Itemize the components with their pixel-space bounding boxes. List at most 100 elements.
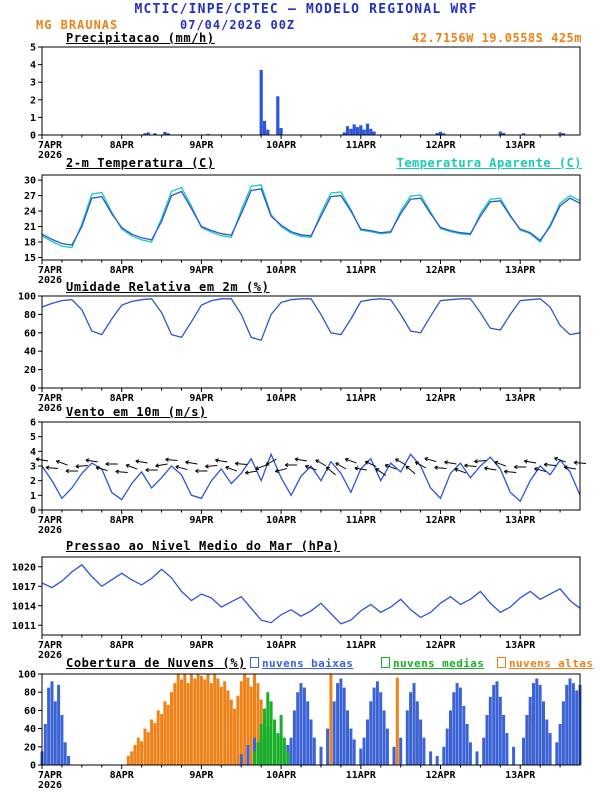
svg-text:9APR: 9APR xyxy=(189,265,214,276)
svg-text:0: 0 xyxy=(30,384,36,395)
legend-high-clouds-label: nuvens altas xyxy=(509,657,594,670)
svg-text:9APR: 9APR xyxy=(189,640,214,651)
svg-text:12APR: 12APR xyxy=(425,770,456,781)
svg-text:13APR: 13APR xyxy=(505,515,536,526)
svg-text:13APR: 13APR xyxy=(505,265,536,276)
svg-text:8APR: 8APR xyxy=(110,140,135,151)
svg-text:2026: 2026 xyxy=(38,150,62,161)
svg-text:9APR: 9APR xyxy=(189,770,214,781)
svg-text:6: 6 xyxy=(30,418,36,429)
svg-text:0: 0 xyxy=(30,506,36,517)
svg-text:2026: 2026 xyxy=(38,275,62,286)
legend-high-clouds: nuvens altas xyxy=(497,657,593,670)
svg-text:2026: 2026 xyxy=(38,403,62,414)
svg-text:1020: 1020 xyxy=(12,562,36,573)
svg-text:13APR: 13APR xyxy=(505,770,536,781)
svg-text:10APR: 10APR xyxy=(266,640,297,651)
svg-text:13APR: 13APR xyxy=(505,140,536,151)
svg-text:8APR: 8APR xyxy=(110,515,135,526)
svg-text:5: 5 xyxy=(30,432,36,443)
svg-text:8APR: 8APR xyxy=(110,770,135,781)
svg-text:4: 4 xyxy=(30,60,36,71)
panel-title-precipitation: Precipitacao (mm/h) xyxy=(66,31,215,45)
run-datetime: 07/04/2026 00Z xyxy=(180,18,296,32)
svg-text:8APR: 8APR xyxy=(110,640,135,651)
svg-text:11APR: 11APR xyxy=(346,515,377,526)
high-clouds-swatch-icon xyxy=(497,657,506,668)
panel-title-temperature: 2-m Temperatura (C) xyxy=(66,156,215,170)
svg-text:8APR: 8APR xyxy=(110,265,135,276)
svg-text:13APR: 13APR xyxy=(505,393,536,404)
svg-text:11APR: 11APR xyxy=(346,265,377,276)
svg-text:0: 0 xyxy=(30,761,36,772)
svg-text:10APR: 10APR xyxy=(266,770,297,781)
svg-text:12APR: 12APR xyxy=(425,640,456,651)
svg-text:11APR: 11APR xyxy=(346,393,377,404)
station-label: MG BRAUNAS xyxy=(36,18,119,32)
svg-text:9APR: 9APR xyxy=(189,393,214,404)
svg-text:15: 15 xyxy=(24,253,36,264)
svg-text:13APR: 13APR xyxy=(505,640,536,651)
panel-title-pressure: Pressao ao Nivel Medio do Mar (hPa) xyxy=(66,539,340,553)
svg-text:0: 0 xyxy=(30,131,36,142)
svg-text:9APR: 9APR xyxy=(189,515,214,526)
low-clouds-swatch-icon xyxy=(250,657,259,668)
svg-text:11APR: 11APR xyxy=(346,770,377,781)
svg-text:21: 21 xyxy=(24,222,36,233)
svg-text:11APR: 11APR xyxy=(346,640,377,651)
svg-text:4: 4 xyxy=(30,447,36,458)
page-title: MCTIC/INPE/CPTEC — MODELO REGIONAL WRF xyxy=(134,2,478,17)
svg-text:100: 100 xyxy=(18,670,36,681)
svg-text:8APR: 8APR xyxy=(110,393,135,404)
legend-low-clouds: nuvens baixas xyxy=(250,657,353,670)
panel-title-wind: Vento em 10m (m/s) xyxy=(66,405,207,419)
svg-text:7APR: 7APR xyxy=(38,640,63,651)
svg-text:80: 80 xyxy=(24,310,36,321)
legend-mid-clouds: nuvens medias xyxy=(381,657,484,670)
mid-clouds-swatch-icon xyxy=(381,657,390,668)
svg-text:10APR: 10APR xyxy=(266,140,297,151)
svg-text:1017: 1017 xyxy=(12,582,36,593)
svg-text:11APR: 11APR xyxy=(346,140,377,151)
svg-text:7APR: 7APR xyxy=(38,140,63,151)
svg-text:40: 40 xyxy=(24,347,36,358)
svg-text:24: 24 xyxy=(24,207,36,218)
svg-text:2026: 2026 xyxy=(38,525,62,536)
svg-text:2026: 2026 xyxy=(38,650,62,661)
svg-text:30: 30 xyxy=(24,176,36,187)
svg-text:7APR: 7APR xyxy=(38,515,63,526)
svg-text:10APR: 10APR xyxy=(266,515,297,526)
svg-text:20: 20 xyxy=(24,365,36,376)
svg-text:12APR: 12APR xyxy=(425,515,456,526)
svg-text:1011: 1011 xyxy=(12,621,36,632)
svg-text:20: 20 xyxy=(24,742,36,753)
svg-text:5: 5 xyxy=(30,43,36,54)
svg-text:40: 40 xyxy=(24,724,36,735)
svg-text:80: 80 xyxy=(24,688,36,699)
svg-text:7APR: 7APR xyxy=(38,770,63,781)
svg-text:7APR: 7APR xyxy=(38,265,63,276)
svg-text:60: 60 xyxy=(24,706,36,717)
svg-text:9APR: 9APR xyxy=(189,140,214,151)
svg-text:3: 3 xyxy=(30,78,36,89)
svg-text:12APR: 12APR xyxy=(425,140,456,151)
svg-text:2: 2 xyxy=(30,476,36,487)
svg-text:60: 60 xyxy=(24,328,36,339)
legend-low-clouds-label: nuvens baixas xyxy=(262,657,354,670)
svg-text:3: 3 xyxy=(30,462,36,473)
svg-text:1014: 1014 xyxy=(12,601,36,612)
panel-title-clouds: Cobertura de Nuvens (%) xyxy=(66,656,246,670)
svg-text:2026: 2026 xyxy=(38,780,62,791)
legend-apparent-temperature: Temperatura Aparente (C) xyxy=(396,156,582,170)
svg-text:1: 1 xyxy=(30,113,36,124)
svg-text:10APR: 10APR xyxy=(266,265,297,276)
svg-text:100: 100 xyxy=(18,292,36,303)
